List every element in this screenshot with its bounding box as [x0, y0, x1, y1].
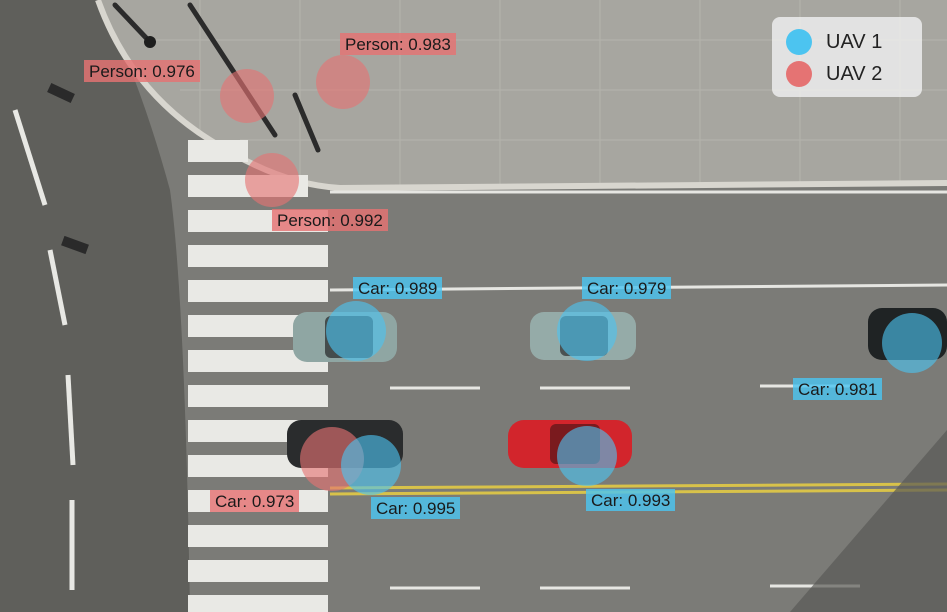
- legend-item-uav2: UAV 2: [786, 59, 882, 89]
- detection-marker-person-2: [316, 55, 370, 109]
- detection-label: Car: 0.989: [353, 277, 443, 299]
- detection-label: Person: 0.976: [84, 60, 200, 82]
- detection-marker-car-6: [557, 426, 617, 486]
- legend-marker: [786, 29, 812, 55]
- detection-label: Car: 0.981: [793, 378, 883, 400]
- detection-label: Car: 0.973: [210, 490, 300, 512]
- detection-marker-car-5: [341, 435, 401, 495]
- detection-label: Person: 0.983: [340, 33, 456, 55]
- detection-marker-person-3: [245, 153, 299, 207]
- detection-marker-car-3: [882, 313, 942, 373]
- detection-label: Car: 0.979: [582, 277, 672, 299]
- legend-label: UAV 2: [826, 62, 883, 85]
- detection-marker-person-1: [220, 69, 274, 123]
- legend: UAV 1 UAV 2: [772, 17, 922, 97]
- detection-marker-car-2: [557, 301, 617, 361]
- detection-label: Car: 0.995: [371, 497, 461, 519]
- detection-label: Person: 0.992: [272, 209, 388, 231]
- legend-marker: [786, 61, 812, 87]
- detection-label: Car: 0.993: [586, 489, 676, 511]
- detection-marker-car-1: [326, 301, 386, 361]
- legend-label: UAV 1: [826, 30, 883, 53]
- legend-item-uav1: UAV 1: [786, 27, 882, 57]
